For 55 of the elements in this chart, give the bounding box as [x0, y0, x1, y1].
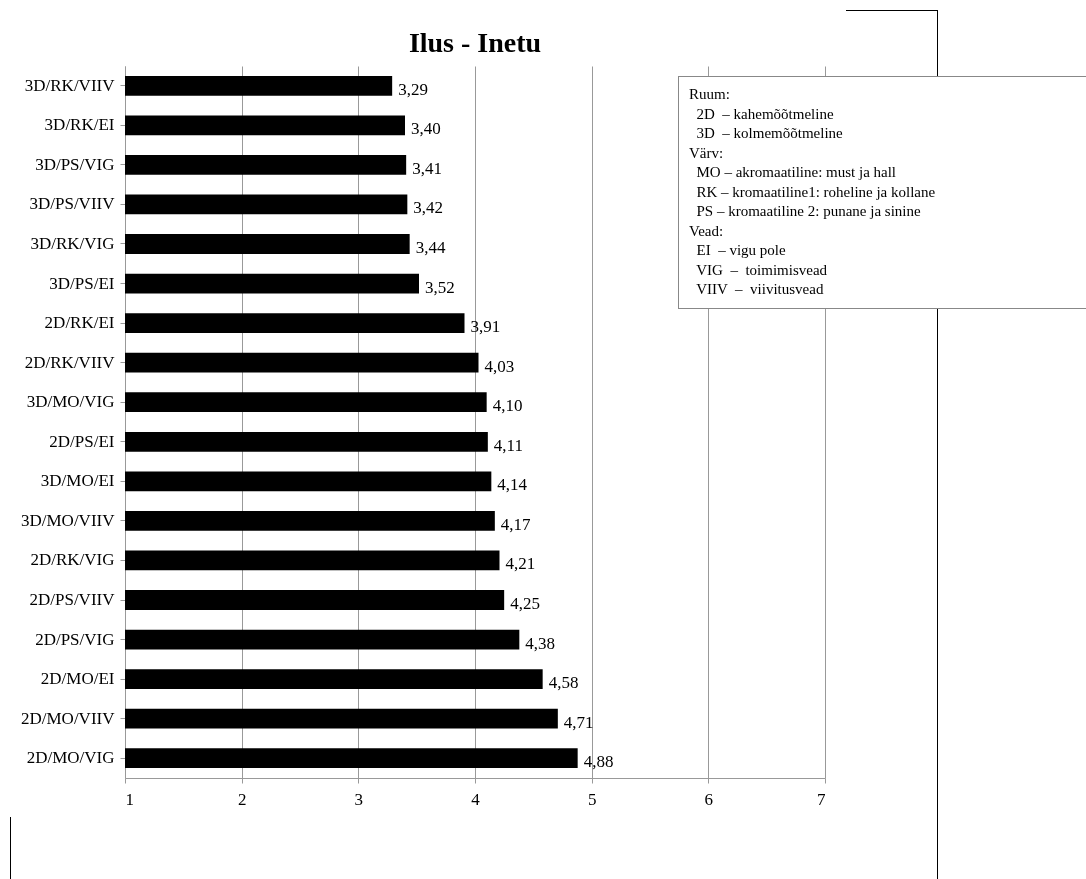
x-tick-label: 4: [471, 789, 481, 809]
y-tick-label: 2D/RK/EI: [44, 313, 115, 333]
x-tick-label: 3: [354, 789, 364, 809]
annotation: Vead:: [689, 221, 725, 241]
y-tick-label: 3D/PS/VIG: [35, 154, 115, 174]
y-tick-label: 2D/MO/VIIV: [21, 708, 116, 728]
y-tick-label: 2D/PS/EI: [49, 431, 115, 451]
annotation: VIG – toimimisvead: [695, 260, 829, 280]
data-label: 4,88: [583, 752, 614, 772]
x-tick-label: 7: [817, 789, 826, 809]
data-label: 4,17: [500, 514, 532, 534]
annotation: 3D – kolmemõõtmeline: [695, 124, 844, 143]
annotation: PS – kromaatiline 2: punane ja sinine: [695, 202, 922, 221]
y-tick-label: 2D/PS/VIIV: [29, 590, 116, 609]
y-tick-label: 2D/PS/VIG: [35, 629, 115, 649]
data-label: 3,91: [470, 317, 501, 337]
data-label: 4,25: [510, 594, 540, 613]
data-label: 4,14: [497, 475, 528, 495]
data-label: 3,42: [413, 198, 444, 218]
y-tick-label: 3D/MO/EI: [40, 471, 115, 491]
data-label: 4,38: [525, 633, 556, 653]
y-tick-label: 3D/MO/VIG: [26, 392, 115, 412]
data-label: 3,29: [398, 79, 428, 99]
chart-title: Ilus - Inetu: [408, 27, 542, 58]
y-tick-label: 3D/MO/VIIV: [21, 510, 116, 530]
x-tick-label: 5: [587, 789, 597, 809]
x-tick-label: 6: [704, 789, 714, 809]
data-label: 3,52: [425, 277, 455, 297]
data-label: 3,44: [415, 238, 446, 257]
y-tick-label: 3D/RK/VIG: [30, 234, 115, 253]
data-label: 4,58: [548, 673, 579, 693]
data-label: 4,10: [492, 396, 523, 416]
x-tick-label: 2: [237, 789, 247, 809]
y-tick-label: 2D/RK/VIG: [30, 550, 115, 570]
y-tick-label: 2D/RK/VIIV: [24, 352, 116, 372]
y-tick-label: 3D/PS/EI: [49, 273, 115, 293]
annotation: VIIV – viivitusvead: [695, 280, 825, 299]
annotation: EI – vigu pole: [695, 241, 787, 260]
x-tick-label: 1: [125, 789, 134, 809]
data-label: 4,71: [563, 712, 594, 732]
y-tick-label: 3D/RK/VIIV: [24, 75, 116, 95]
y-tick-label: 3D/RK/EI: [44, 115, 115, 135]
annotation: Värv:: [689, 143, 725, 163]
data-label: 4,21: [505, 554, 536, 574]
annotation: 2D – kahemõõtmeline: [695, 104, 835, 124]
y-tick-label: 2D/MO/VIG: [26, 748, 115, 768]
data-label: 3,41: [412, 158, 442, 178]
data-label: 3,40: [411, 119, 441, 139]
y-tick-label: 2D/MO/EI: [40, 669, 115, 689]
data-label: 4,03: [484, 356, 515, 376]
annotation: Ruum:: [689, 85, 731, 104]
annotation: MO – akromaatiline: must ja hall: [695, 163, 898, 182]
y-tick-label: 3D/PS/VIIV: [29, 194, 116, 214]
data-label: 4,11: [493, 435, 523, 455]
annotation: RK – kromaatiline1: roheline ja kollane: [695, 182, 937, 202]
